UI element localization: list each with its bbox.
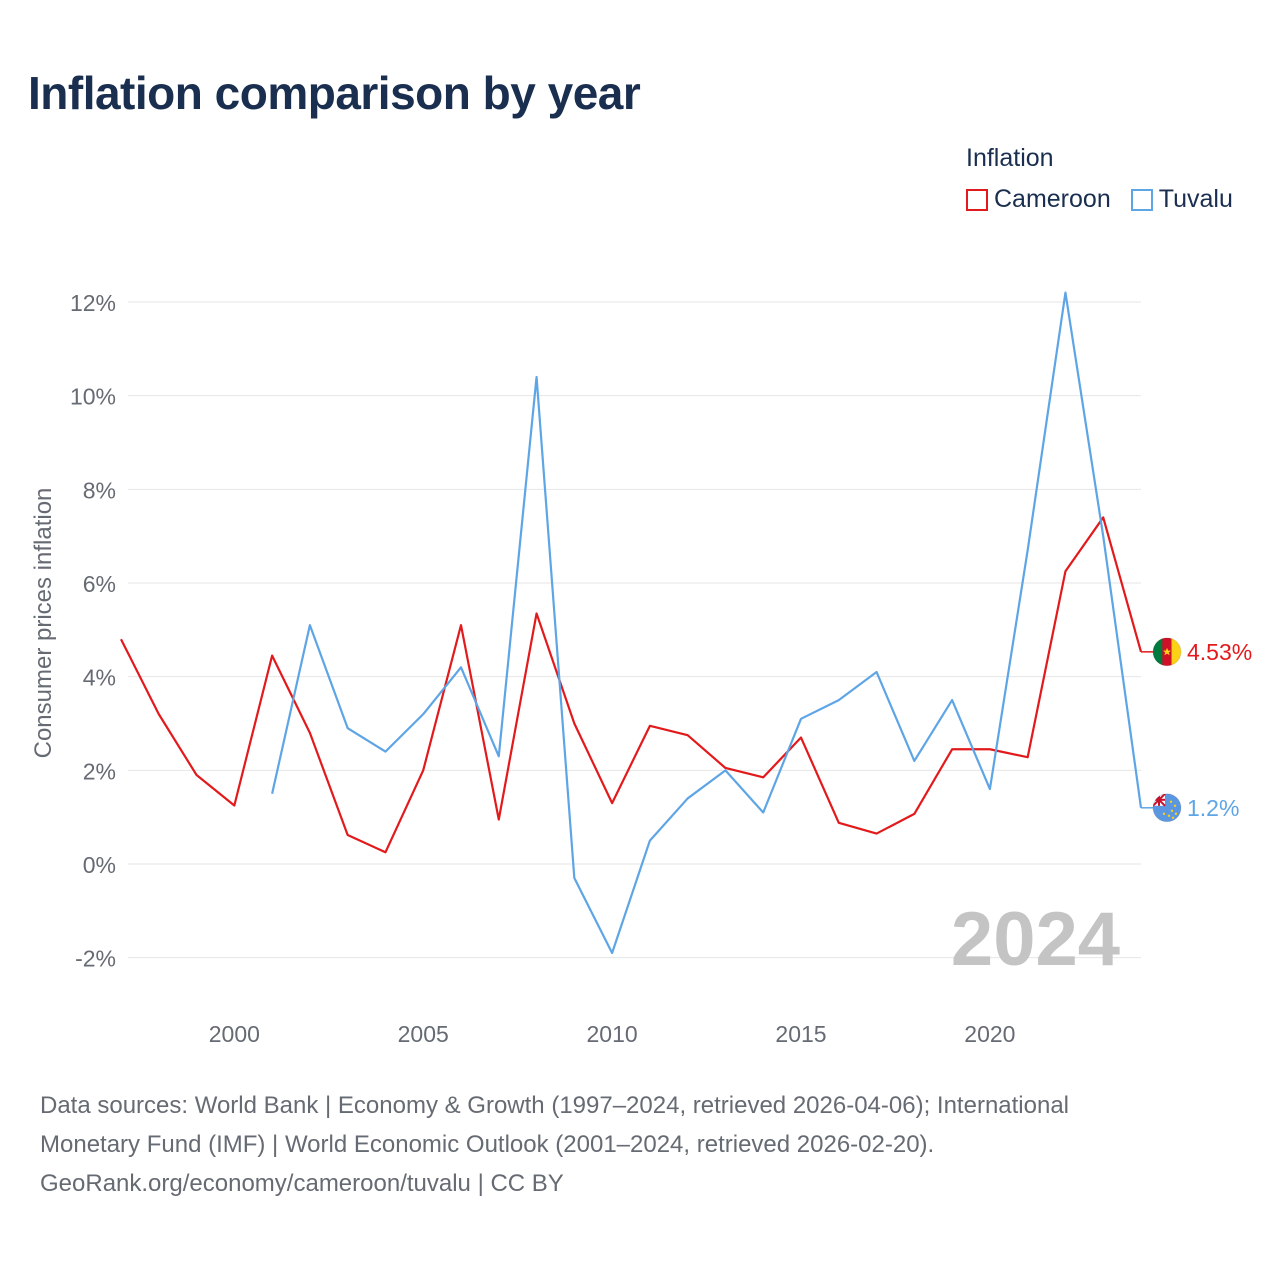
y-tick-label: 2% <box>83 758 116 784</box>
cameroon-flag-icon <box>1152 637 1182 667</box>
y-tick-label: 0% <box>83 852 116 878</box>
x-tick-label: 2005 <box>398 1021 449 1047</box>
legend-swatch-cameroon <box>966 188 988 211</box>
series-lines <box>120 291 1143 955</box>
end-value-label-cameroon: 4.53% <box>1187 639 1252 665</box>
legend-swatch-tuvalu <box>1130 188 1153 211</box>
legend-label-tuvalu: Tuvalu <box>1158 185 1233 213</box>
series-line-cameroon[interactable] <box>120 516 1143 854</box>
y-axis-label: Consumer prices inflation <box>30 488 57 759</box>
footer-line-2: Monetary Fund (IMF) | World Economic Out… <box>40 1131 935 1158</box>
legend-item-tuvalu[interactable]: Tuvalu <box>1130 185 1233 214</box>
series-line-tuvalu[interactable] <box>271 291 1143 955</box>
y-tick-label: 8% <box>83 477 116 503</box>
tuvalu-flag-icon <box>1152 793 1182 823</box>
legend-item-cameroon[interactable]: Cameroon <box>966 185 1111 214</box>
footer-line-1: Data sources: World Bank | Economy & Gro… <box>40 1092 1070 1119</box>
x-tick-label: 2010 <box>587 1021 638 1047</box>
y-tick-label: -2% <box>75 946 116 972</box>
y-tick-label: 12% <box>70 290 116 316</box>
gridlines <box>128 301 1141 959</box>
year-watermark: 2024 <box>951 897 1120 982</box>
y-axis-ticks: -2% 0% 2% 4% 6% 8% 10% 12% <box>70 290 116 972</box>
legend-title: Inflation <box>966 144 1054 172</box>
footer-line-3[interactable]: GeoRank.org/economy/cameroon/tuvalu | CC… <box>40 1170 564 1197</box>
end-markers: 4.53% 1.2% <box>1141 637 1252 823</box>
x-tick-label: 2000 <box>209 1021 260 1047</box>
legend-label-cameroon: Cameroon <box>994 185 1111 213</box>
x-tick-label: 2020 <box>964 1021 1015 1047</box>
line-chart: -2% 0% 2% 4% 6% 8% 10% 12% 2000 2005 2010 2015 2020… <box>30 290 1252 1047</box>
chart-title: Inflation comparison by year <box>28 67 641 119</box>
y-tick-label: 6% <box>83 571 116 597</box>
footer-sources: Data sources: World Bank | Economy & Gro… <box>40 1086 1240 1203</box>
legend: Inflation Cameroon Tuvalu <box>966 144 1233 214</box>
x-axis-ticks: 2000 2005 2010 2015 2020 <box>209 1021 1016 1047</box>
y-tick-label: 10% <box>70 384 116 410</box>
end-value-label-tuvalu: 1.2% <box>1187 795 1239 821</box>
y-tick-label: 4% <box>83 665 116 691</box>
x-tick-label: 2015 <box>775 1021 826 1047</box>
